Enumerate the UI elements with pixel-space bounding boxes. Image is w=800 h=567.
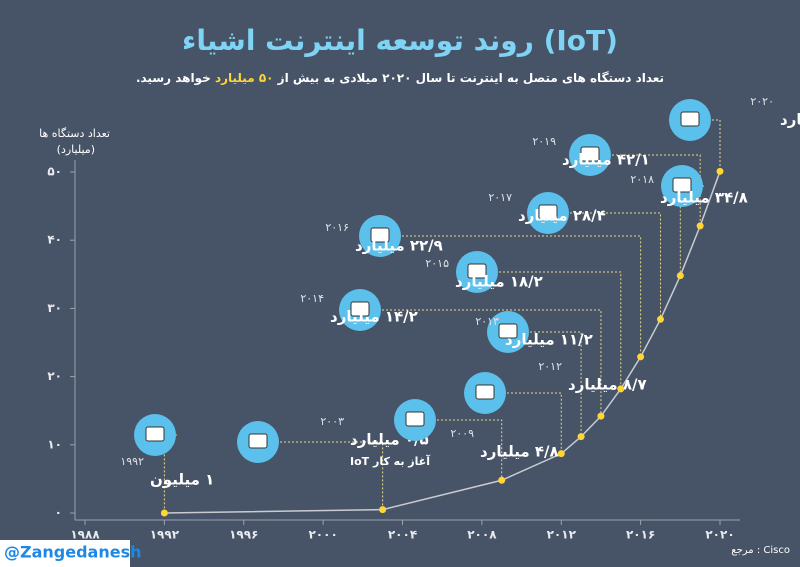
- year-label: ۲۰۱۴: [300, 292, 324, 305]
- value-label: ۱۴/۲ میلیارد: [330, 308, 418, 326]
- value-label: ۳۴/۸ میلیارد: [660, 189, 748, 207]
- year-label: ۲۰۱۵: [425, 257, 449, 270]
- x-tick-label: ۲۰۰۴: [388, 528, 417, 542]
- line: [164, 171, 721, 514]
- x-tick-label: ۲۰۰۸: [467, 528, 497, 542]
- icon-glyph: [580, 146, 600, 162]
- year-label: ۲۰۲۰: [750, 95, 774, 108]
- x-tick-label: ۲۰۲۰: [705, 528, 734, 542]
- value-label: ۲۲/۹ میلیارد: [355, 237, 443, 255]
- leader: [530, 331, 582, 437]
- leader: [499, 271, 622, 389]
- value-label: ۸/۷ میلیارد: [568, 376, 647, 394]
- year-label: ۲۰۱۹: [532, 135, 556, 148]
- leader: [712, 119, 721, 172]
- icon-glyph: [248, 433, 268, 449]
- y-tick-label: ۳۰: [47, 301, 62, 315]
- leader: [612, 154, 701, 226]
- watermark-bg: [0, 540, 130, 567]
- value-label: ۱ میلیون: [150, 471, 214, 489]
- value-label: ۲۸/۴ میلیارد: [518, 207, 606, 225]
- y-axis-label: (میلیارد): [57, 143, 95, 156]
- point: [617, 385, 625, 393]
- value-label: ۴۲/۱ میلیارد: [562, 151, 650, 169]
- year-label: ۲۰۰۳: [320, 415, 344, 428]
- icon-glyph: [672, 177, 692, 193]
- y-axis-label: تعداد دستگاه ها: [39, 127, 110, 140]
- y-tick-label: ۲۰: [47, 369, 62, 383]
- icon-glyph: [538, 204, 558, 220]
- year-label: ۱۹۹۲: [120, 455, 144, 468]
- watermark: @Zangedanesh: [4, 543, 142, 562]
- point: [160, 509, 168, 517]
- x-tick-label: ۱۹۹۶: [229, 528, 258, 542]
- point: [498, 476, 506, 484]
- year-label: ۲۰۱۳: [475, 315, 499, 328]
- x-tick-label: ۱۹۸۸: [70, 528, 100, 542]
- point: [597, 412, 605, 420]
- value-label: ۴/۸ میلیارد: [480, 443, 559, 461]
- year-label: ۲۰۱۲: [538, 360, 562, 373]
- leader: [570, 212, 661, 320]
- x-tick-label: ۲۰۰۰: [308, 528, 337, 542]
- chart-subtitle: تعداد دستگاه های متصل به اینترنت تا سال …: [136, 71, 664, 86]
- subtitle-part: خواهد رسید.: [136, 71, 211, 86]
- leader: [382, 309, 602, 417]
- value-label: ۵۰/۱ میلیارد: [780, 111, 800, 129]
- icon-glyph: [145, 426, 165, 442]
- year-label: ۲۰۱۸: [630, 173, 654, 186]
- icon-glyph: [498, 323, 518, 339]
- y-tick-label: ۴۰: [47, 233, 62, 247]
- point: [656, 315, 664, 323]
- x-tick-label: ۲۰۱۲: [547, 528, 577, 542]
- icon-glyph: [350, 301, 370, 317]
- y-tick-label: ۱۰: [47, 437, 62, 451]
- point: [379, 506, 387, 514]
- icon-glyph: [370, 227, 390, 243]
- subtitle-highlight: ۵۰ میلیارد: [215, 71, 274, 85]
- year-label: ۲۰۱۶: [325, 221, 349, 234]
- x-tick-label: ۲۰۱۶: [626, 528, 655, 542]
- icon-glyph: [405, 411, 425, 427]
- annotation: آغاز به کار IoT: [350, 454, 430, 468]
- year-label: ۲۰۰۹: [450, 427, 474, 440]
- y-tick-label: ۵۰: [47, 165, 62, 179]
- point: [676, 272, 684, 280]
- point: [557, 450, 565, 458]
- y-tick-label: ۰: [55, 506, 62, 520]
- year-label: ۲۰۱۷: [488, 191, 512, 204]
- point: [696, 222, 704, 230]
- leader: [437, 419, 503, 481]
- point: [577, 433, 585, 441]
- point: [716, 167, 724, 175]
- icon-glyph: [475, 384, 495, 400]
- source: مرجع : Cisco: [731, 545, 790, 556]
- x-tick-label: ۱۹۹۲: [150, 528, 180, 542]
- subtitle-part: تعداد دستگاه های متصل به اینترنت تا سال …: [277, 71, 664, 85]
- icon-glyph: [680, 111, 700, 127]
- icon-glyph: [467, 263, 487, 279]
- chart-title: روند توسعه اینترنت اشیاء (IoT): [182, 24, 618, 57]
- value-label: ۱۸/۲ میلیارد: [455, 273, 543, 291]
- value-label: ۱۱/۲ میلیارد: [505, 331, 593, 349]
- point: [637, 353, 645, 361]
